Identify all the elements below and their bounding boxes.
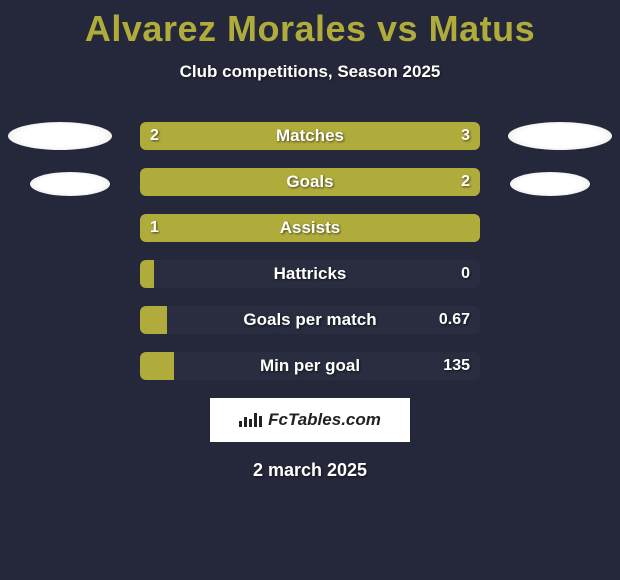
bar-label: Matches	[140, 122, 480, 150]
bar-row-min-per-goal: Min per goal 135	[140, 352, 480, 380]
bar-row-hattricks: Hattricks 0	[140, 260, 480, 288]
bar-value-right: 0.67	[439, 306, 470, 334]
date-label: 2 march 2025	[0, 460, 620, 481]
page-title: Alvarez Morales vs Matus	[0, 0, 620, 50]
bar-label: Hattricks	[140, 260, 480, 288]
bar-label: Goals per match	[140, 306, 480, 334]
bar-value-right: 2	[461, 168, 470, 196]
team-badge-left	[30, 172, 110, 196]
player-avatar-right	[508, 122, 612, 150]
bar-row-goals: Goals 2	[140, 168, 480, 196]
bar-label: Assists	[140, 214, 480, 242]
bar-value-right: 3	[461, 122, 470, 150]
bar-label: Min per goal	[140, 352, 480, 380]
bar-value-right: 0	[461, 260, 470, 288]
branding-text: FcTables.com	[268, 410, 381, 430]
bar-list: 2 Matches 3 Goals 2 1 Assists Hattricks …	[140, 122, 480, 380]
bar-label: Goals	[140, 168, 480, 196]
bar-row-matches: 2 Matches 3	[140, 122, 480, 150]
player-avatar-left	[8, 122, 112, 150]
comparison-chart: 2 Matches 3 Goals 2 1 Assists Hattricks …	[0, 122, 620, 380]
bar-row-goals-per-match: Goals per match 0.67	[140, 306, 480, 334]
bar-row-assists: 1 Assists	[140, 214, 480, 242]
team-badge-right	[510, 172, 590, 196]
bars-icon	[239, 413, 262, 427]
page-subtitle: Club competitions, Season 2025	[0, 62, 620, 82]
branding-badge: FcTables.com	[210, 398, 410, 442]
bar-value-right: 135	[443, 352, 470, 380]
